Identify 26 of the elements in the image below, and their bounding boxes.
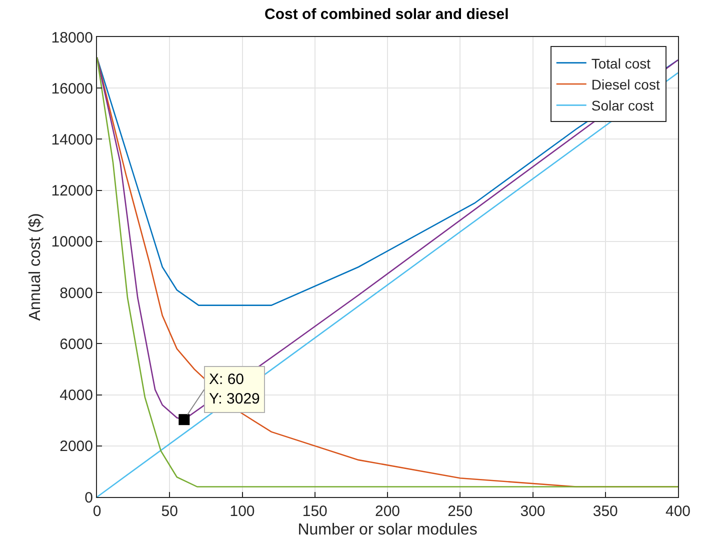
y-tick-label: 2000: [60, 438, 93, 456]
chart-title: Cost of combined solar and diesel: [264, 6, 509, 23]
x-tick-label: 100: [230, 503, 255, 520]
y-tick-label: 4000: [60, 387, 93, 404]
x-tick-label: 350: [592, 503, 618, 520]
x-tick-label: 400: [665, 503, 691, 520]
y-tick-label: 10000: [51, 234, 93, 251]
x-tick-label: 200: [374, 503, 400, 520]
x-tick-label: 150: [302, 503, 328, 520]
line-series: [97, 56, 678, 306]
y-tick-label: 12000: [51, 182, 93, 200]
y-tick-label: 6000: [60, 336, 93, 353]
x-tick-label: 300: [520, 503, 546, 520]
x-tick-label: 250: [448, 503, 473, 520]
x-axis-title: Number or solar modules: [298, 522, 478, 539]
legend-label: Diesel cost: [591, 76, 660, 92]
annotation: X: 60 Y: 3029: [209, 371, 260, 408]
y-tick-label: 14000: [51, 131, 93, 148]
y-tick-label: 8000: [60, 284, 93, 302]
legend-label: Total cost: [591, 55, 651, 72]
y-tick-label: 0: [84, 489, 93, 506]
y-tick-label: 16000: [51, 80, 93, 98]
y-axis-title: Annual cost ($): [27, 213, 44, 321]
legend-label: Solar cost: [591, 98, 654, 114]
y-tick-label: 18000: [51, 29, 93, 46]
x-tick-label: 50: [161, 503, 178, 520]
